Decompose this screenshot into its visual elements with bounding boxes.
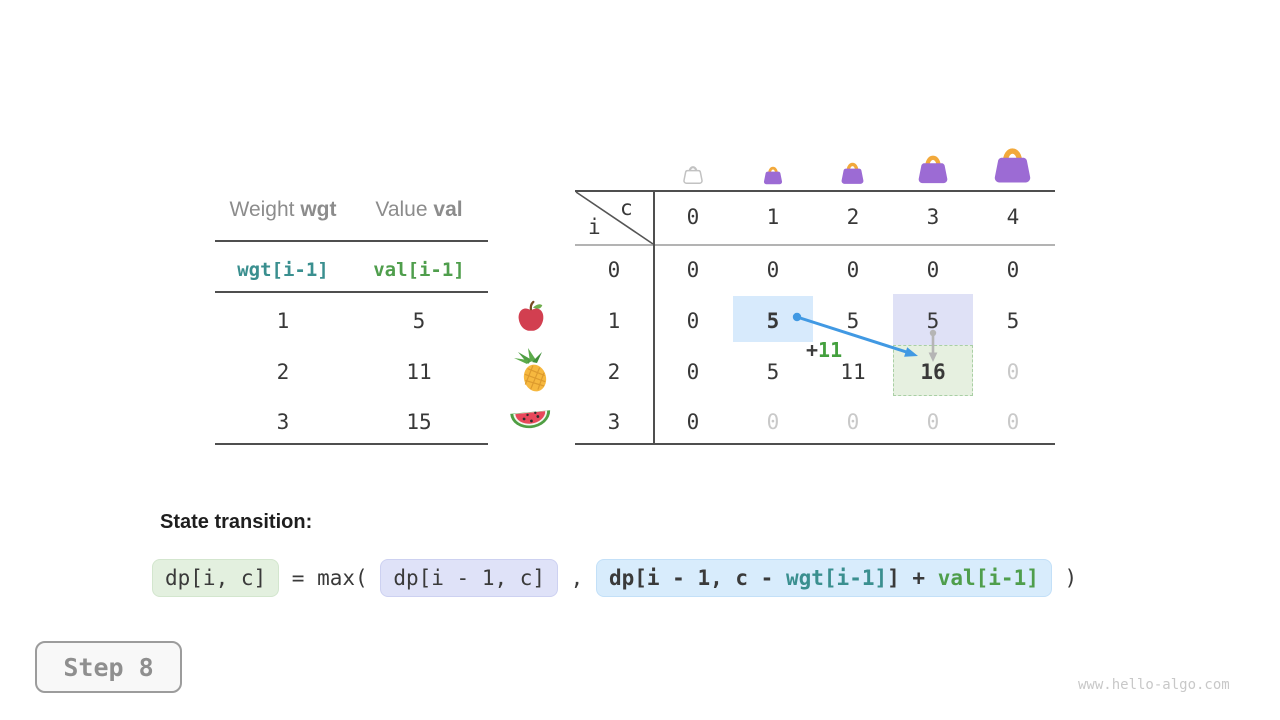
dp-cell-2-3: 16 xyxy=(920,360,946,384)
bag-capacity-4-icon xyxy=(989,139,1036,190)
bag-capacity-3-icon xyxy=(914,148,952,190)
item-weight-1: 1 xyxy=(276,309,290,333)
weight-label: Weight xyxy=(229,198,295,221)
dp-cell-1-4: 5 xyxy=(1006,309,1020,333)
apple-icon xyxy=(514,299,548,339)
formula-comma: , xyxy=(558,566,596,590)
arg2-mid: ] + xyxy=(887,566,938,590)
dp-cell-0-3: 0 xyxy=(926,258,940,282)
corner-row-var: i xyxy=(588,215,601,239)
dp-cell-2-4: 0 xyxy=(1006,360,1020,384)
item-value-2: 11 xyxy=(406,360,432,384)
formula-lhs-box: dp[i, c] xyxy=(152,559,280,597)
val-code-label: val xyxy=(433,198,463,221)
dp-cell-1-0: 0 xyxy=(686,309,700,333)
wgt-index-expression: wgt[i-1] xyxy=(237,259,329,281)
value-column-header: Value val xyxy=(339,198,499,222)
dp-col-header-1: 1 xyxy=(766,205,780,229)
corner-col-var: c xyxy=(620,196,633,220)
item-weight-2: 2 xyxy=(276,360,290,384)
dp-cell-3-4: 0 xyxy=(1006,410,1020,434)
formula-max-open: = max( xyxy=(279,566,381,590)
items-table-mid-rule xyxy=(215,291,488,293)
bag-empty-icon xyxy=(681,161,705,189)
dp-cell-2-0: 0 xyxy=(686,360,700,384)
items-table-bottom-rule xyxy=(215,443,488,445)
dp-cell-1-1: 5 xyxy=(766,309,780,333)
state-transition-formula: dp[i, c] = max( dp[i - 1, c] , dp[i - 1,… xyxy=(152,559,1077,597)
step-badge: Step 8 xyxy=(35,641,182,693)
dp-row-header-3: 3 xyxy=(607,410,621,434)
bag-capacity-2-icon xyxy=(838,157,867,190)
items-table-top-rule xyxy=(215,240,488,242)
watermelon-icon xyxy=(509,402,553,440)
formula-arg1-box: dp[i - 1, c] xyxy=(380,559,559,597)
added-value: 11 xyxy=(818,338,843,362)
arg2-wgt-term: wgt[i-1] xyxy=(785,566,888,590)
item-weight-3: 3 xyxy=(276,410,290,434)
dp-cell-2-2: 11 xyxy=(840,360,866,384)
wgt-code-label: wgt xyxy=(300,198,337,221)
dp-table-header-rule xyxy=(575,244,1055,246)
dp-cell-3-3: 0 xyxy=(926,410,940,434)
dp-table-top-rule xyxy=(575,190,1055,192)
dp-col-header-4: 4 xyxy=(1006,205,1020,229)
dp-cell-0-2: 0 xyxy=(846,258,860,282)
dp-cell-0-1: 0 xyxy=(766,258,780,282)
dp-cell-3-2: 0 xyxy=(846,410,860,434)
state-transition-heading: State transition: xyxy=(160,511,313,533)
item-value-1: 5 xyxy=(412,309,426,333)
dp-col-header-2: 2 xyxy=(846,205,860,229)
dp-cell-3-0: 0 xyxy=(686,410,700,434)
formula-arg2-box: dp[i - 1, c - wgt[i-1]] + val[i-1] xyxy=(595,559,1052,597)
dp-row-header-0: 0 xyxy=(607,258,621,282)
pineapple-icon xyxy=(512,348,554,398)
watermark: www.hello-algo.com xyxy=(1078,677,1230,693)
transition-add-annotation: +11 xyxy=(806,338,842,362)
weight-column-header: Weight wgt xyxy=(203,198,363,222)
dp-row-header-1: 1 xyxy=(607,309,621,333)
formula-close-paren: ) xyxy=(1051,566,1078,590)
dp-cell-3-1: 0 xyxy=(766,410,780,434)
dp-cell-0-4: 0 xyxy=(1006,258,1020,282)
dp-table-bottom-rule xyxy=(575,443,1055,445)
dp-col-header-0: 0 xyxy=(686,205,700,229)
plus-sign: + xyxy=(806,338,819,362)
item-value-3: 15 xyxy=(406,410,432,434)
dp-cell-2-1: 5 xyxy=(766,360,780,384)
dp-row-header-2: 2 xyxy=(607,360,621,384)
value-label: Value xyxy=(375,198,428,221)
dp-table-vertical-rule xyxy=(653,190,655,445)
arg2-prefix: dp[i - 1, c - xyxy=(608,566,786,590)
dp-cell-0-0: 0 xyxy=(686,258,700,282)
bag-capacity-1-icon xyxy=(761,162,785,190)
dp-col-header-3: 3 xyxy=(926,205,940,229)
val-index-expression: val[i-1] xyxy=(373,259,465,281)
arg2-val-term: val[i-1] xyxy=(937,566,1039,590)
dp-cell-1-3: 5 xyxy=(926,309,940,333)
